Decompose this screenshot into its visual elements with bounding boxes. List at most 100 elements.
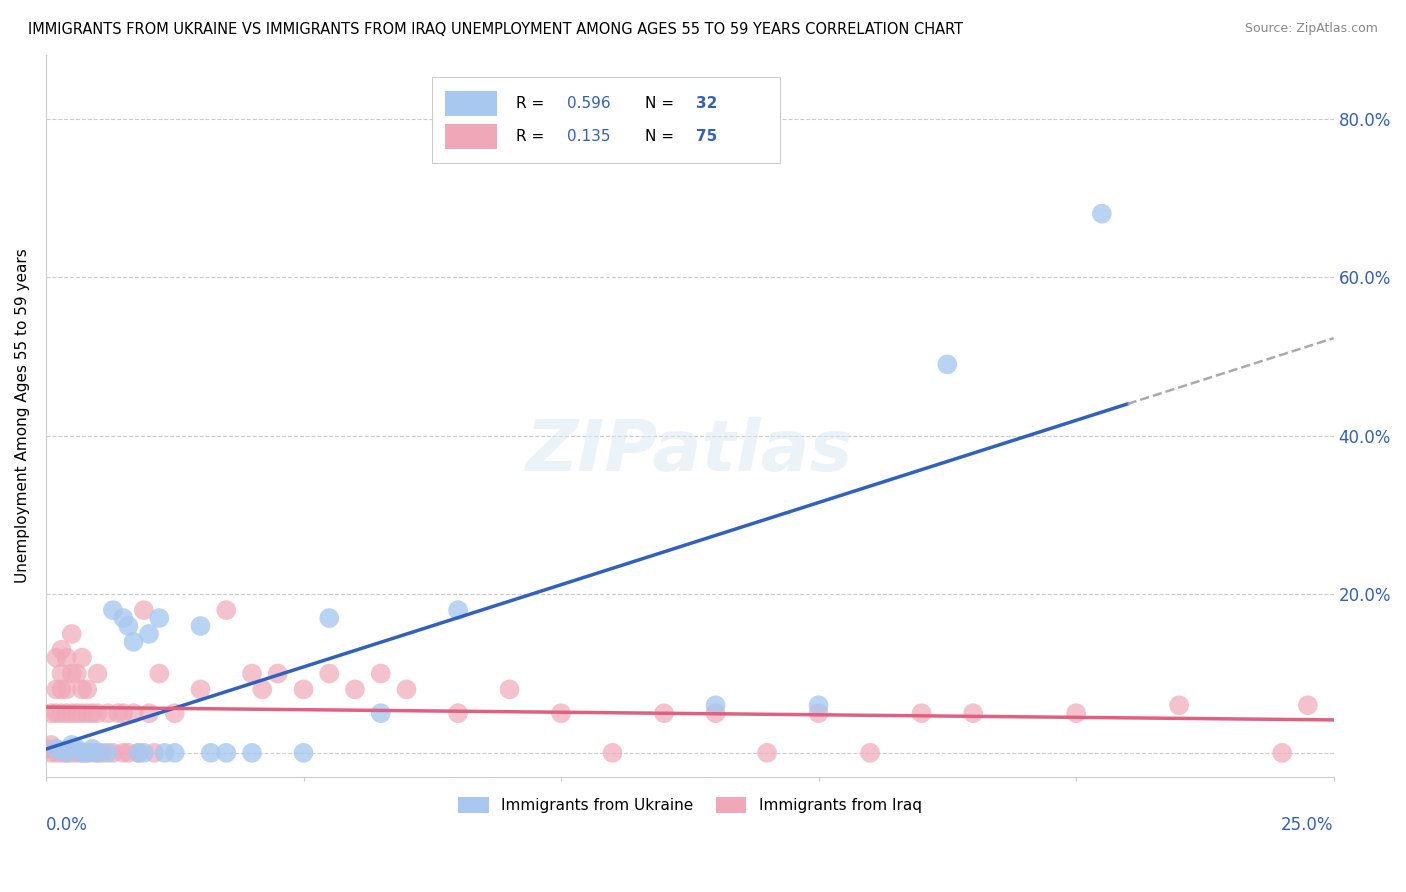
Point xyxy=(76,706,98,721)
Point xyxy=(55,706,77,721)
Text: 75: 75 xyxy=(696,129,717,145)
Point xyxy=(343,682,366,697)
Legend: Immigrants from Ukraine, Immigrants from Iraq: Immigrants from Ukraine, Immigrants from… xyxy=(451,791,928,820)
Point xyxy=(138,627,160,641)
Point xyxy=(45,650,67,665)
Point xyxy=(370,666,392,681)
Point xyxy=(163,706,186,721)
Point xyxy=(76,682,98,697)
Text: R =: R = xyxy=(516,129,550,145)
Point xyxy=(101,746,124,760)
Text: R =: R = xyxy=(516,96,550,111)
Point xyxy=(756,746,779,760)
Point xyxy=(318,666,340,681)
Point xyxy=(55,746,77,760)
Point xyxy=(97,706,120,721)
Text: 0.135: 0.135 xyxy=(568,129,612,145)
Point xyxy=(252,682,274,697)
Point xyxy=(112,746,135,760)
Point xyxy=(76,746,98,760)
Point xyxy=(51,743,73,757)
Point xyxy=(1064,706,1087,721)
Point xyxy=(122,706,145,721)
Point xyxy=(55,746,77,760)
Point xyxy=(240,666,263,681)
Point xyxy=(86,746,108,760)
Point xyxy=(112,706,135,721)
Text: IMMIGRANTS FROM UKRAINE VS IMMIGRANTS FROM IRAQ UNEMPLOYMENT AMONG AGES 55 TO 59: IMMIGRANTS FROM UKRAINE VS IMMIGRANTS FR… xyxy=(28,22,963,37)
Point xyxy=(292,746,315,760)
Point xyxy=(962,706,984,721)
Point xyxy=(60,706,83,721)
Text: 0.596: 0.596 xyxy=(568,96,612,111)
Point xyxy=(1271,746,1294,760)
Point xyxy=(215,603,238,617)
Point xyxy=(45,682,67,697)
Text: Source: ZipAtlas.com: Source: ZipAtlas.com xyxy=(1244,22,1378,36)
Point xyxy=(39,746,62,760)
Point xyxy=(395,682,418,697)
Point xyxy=(45,746,67,760)
Text: ZIPatlas: ZIPatlas xyxy=(526,417,853,486)
Point xyxy=(292,682,315,697)
Point xyxy=(200,746,222,760)
Point xyxy=(132,746,155,760)
Point xyxy=(66,666,89,681)
Point xyxy=(70,682,93,697)
Point xyxy=(318,611,340,625)
Text: N =: N = xyxy=(645,96,679,111)
Point xyxy=(60,738,83,752)
Point xyxy=(143,746,166,760)
Point xyxy=(447,706,470,721)
Point xyxy=(132,603,155,617)
Point xyxy=(190,682,212,697)
Point xyxy=(55,682,77,697)
Point xyxy=(70,746,93,760)
Point xyxy=(1168,698,1191,713)
Point xyxy=(704,698,727,713)
Point xyxy=(51,682,73,697)
Point xyxy=(51,706,73,721)
FancyBboxPatch shape xyxy=(432,77,780,163)
Point xyxy=(550,706,572,721)
Point xyxy=(936,357,959,371)
Point xyxy=(1091,207,1114,221)
Point xyxy=(70,706,93,721)
Point xyxy=(807,706,830,721)
Point xyxy=(602,746,624,760)
Text: N =: N = xyxy=(645,129,679,145)
Point xyxy=(70,650,93,665)
Point xyxy=(704,706,727,721)
Point xyxy=(70,746,93,760)
Point xyxy=(86,706,108,721)
Point xyxy=(60,627,83,641)
Point xyxy=(652,706,675,721)
Point xyxy=(51,666,73,681)
Point xyxy=(66,706,89,721)
FancyBboxPatch shape xyxy=(446,91,496,117)
Point xyxy=(447,603,470,617)
Point xyxy=(76,746,98,760)
Point xyxy=(82,742,104,756)
Point xyxy=(153,746,176,760)
Point xyxy=(66,742,89,756)
Point xyxy=(35,742,58,756)
Point xyxy=(163,746,186,760)
Point xyxy=(859,746,882,760)
Point xyxy=(45,742,67,756)
Point xyxy=(267,666,290,681)
Point xyxy=(215,746,238,760)
Point xyxy=(122,635,145,649)
Point xyxy=(910,706,932,721)
Point xyxy=(128,746,150,760)
Point xyxy=(39,706,62,721)
Y-axis label: Unemployment Among Ages 55 to 59 years: Unemployment Among Ages 55 to 59 years xyxy=(15,249,30,583)
Point xyxy=(97,746,120,760)
Point xyxy=(39,738,62,752)
Point xyxy=(86,666,108,681)
Point xyxy=(138,706,160,721)
Text: 25.0%: 25.0% xyxy=(1281,816,1334,834)
Text: 0.0%: 0.0% xyxy=(46,816,87,834)
Point xyxy=(45,706,67,721)
Point xyxy=(82,706,104,721)
